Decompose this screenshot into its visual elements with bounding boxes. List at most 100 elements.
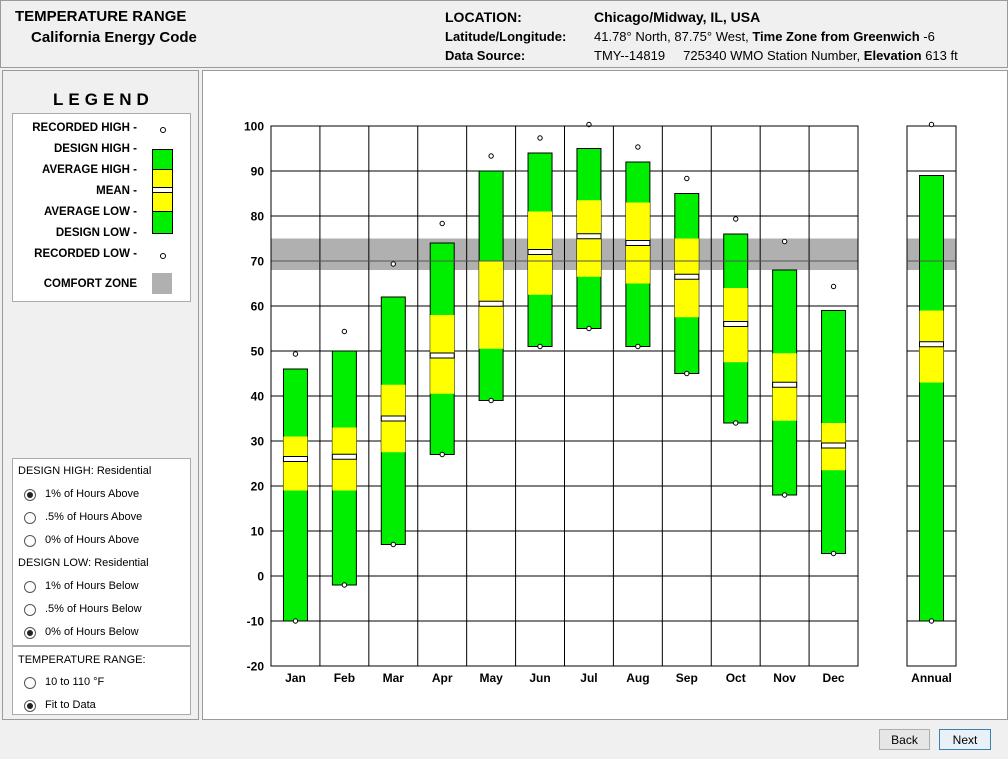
- datasource-label: Data Source:: [445, 48, 526, 63]
- x-tick-label: Oct: [726, 671, 746, 685]
- bar-feb-recorded-high-point: [341, 328, 348, 335]
- page-subtitle: California Energy Code: [31, 29, 197, 46]
- location-label: LOCATION:: [445, 9, 522, 25]
- bar-jun-recorded-high-point: [537, 135, 543, 141]
- timezone-label: Time Zone from Greenwich: [752, 29, 920, 44]
- bar-dec-recorded-low-point: [830, 550, 837, 557]
- bar-jan-average-range-bar: [283, 436, 308, 491]
- legend-design-high: DESIGN HIGH -: [53, 143, 137, 155]
- datasource-line: TMY--14819 725340 WMO Station Number, El…: [594, 48, 958, 63]
- design-low-radio-3[interactable]: [24, 627, 36, 639]
- x-tick-label: Feb: [334, 671, 355, 685]
- legend-recorded-low: RECORDED LOW -: [34, 248, 137, 260]
- bar-nov-recorded-low-point: [781, 492, 788, 498]
- bar-jan-design-range-bar: [282, 368, 308, 622]
- legend-mean-mark: [153, 187, 172, 193]
- temp-range-option-1[interactable]: 10 to 110 °F: [45, 676, 105, 688]
- bar-oct-recorded-high-point: [733, 216, 739, 222]
- y-tick-label: 90: [251, 165, 265, 179]
- design-low-option-1[interactable]: 1% of Hours Below: [45, 580, 139, 592]
- bar-sep-mean-mark: [674, 273, 700, 280]
- legend-average-low: AVERAGE LOW -: [43, 206, 137, 218]
- elevation-value: 613 ft: [925, 48, 958, 63]
- y-tick-label: -20: [247, 660, 265, 674]
- datasource-value: TMY--14819: [594, 48, 666, 63]
- y-tick-label: 20: [251, 480, 265, 494]
- legend-recorded-low-dot: [160, 253, 166, 259]
- wmo-value: 725340 WMO Station Number,: [683, 48, 861, 63]
- bar-apr-recorded-low-point: [439, 451, 445, 458]
- design-low-radio-2[interactable]: [24, 604, 36, 616]
- bar-dec-recorded-high-point: [830, 283, 837, 290]
- bar-annual-recorded-low-point: [928, 618, 935, 624]
- legend-average-high: AVERAGE HIGH -: [42, 164, 137, 176]
- y-tick-label: 50: [251, 345, 265, 359]
- x-tick-label: Jun: [529, 671, 550, 685]
- design-low-radio-1[interactable]: [24, 581, 36, 593]
- bar-jun-recorded-low-point: [537, 343, 543, 350]
- next-button[interactable]: Next: [939, 729, 991, 750]
- legend-mean: MEAN -: [96, 185, 137, 197]
- temp-range-radio-1[interactable]: [24, 677, 36, 689]
- legend-design-low: DESIGN LOW -: [55, 227, 137, 239]
- bar-jul-recorded-low-point: [586, 325, 592, 332]
- design-low-option-3[interactable]: 0% of Hours Below: [45, 626, 139, 638]
- header: TEMPERATURE RANGE California Energy Code…: [0, 0, 1008, 68]
- design-low-option-2[interactable]: .5% of Hours Below: [45, 603, 142, 615]
- bar-apr-recorded-high-point: [439, 220, 445, 227]
- y-tick-label: 10: [251, 525, 265, 539]
- design-high-radio-2[interactable]: [24, 512, 36, 524]
- bar-mar-recorded-low-point: [390, 541, 396, 548]
- bar-mar-recorded-high-point: [390, 261, 396, 267]
- design-high-radio-3[interactable]: [24, 535, 36, 547]
- temp-range-radio-2[interactable]: [24, 700, 36, 712]
- back-button[interactable]: Back: [879, 729, 930, 750]
- x-tick-label-annual: Annual: [911, 671, 952, 685]
- bar-aug-recorded-high-point: [635, 144, 641, 150]
- bar-mar-mean-mark: [380, 415, 406, 422]
- y-tick-label: 100: [244, 120, 264, 134]
- bar-may-recorded-low-point: [488, 397, 494, 404]
- design-high-option-3[interactable]: 0% of Hours Above: [45, 534, 140, 546]
- x-tick-label: Mar: [383, 671, 405, 685]
- design-high-option-2[interactable]: .5% of Hours Above: [45, 511, 143, 523]
- x-tick-label: Aug: [626, 671, 649, 685]
- temperature-range-chart: -20 -10 0 10 20 30 40 50 60 70 80 90 100 Jan Feb Mar Apr…: [244, 120, 957, 685]
- bar-annual-recorded-high-point: [928, 121, 935, 128]
- bar-apr-mean-mark: [429, 352, 455, 359]
- x-tick-label: May: [479, 671, 503, 685]
- x-tick-label: Sep: [676, 671, 698, 685]
- bar-may-mean-mark: [478, 300, 504, 307]
- y-tick-label: -10: [247, 615, 265, 629]
- bar-annual-design-range-bar: [919, 175, 944, 622]
- design-high-radio-1[interactable]: [24, 489, 36, 501]
- y-tick-label: 70: [251, 255, 265, 269]
- bar-jan-recorded-high-point: [292, 351, 299, 357]
- bar-jan-mean-mark: [282, 456, 308, 462]
- x-tick-label: Nov: [773, 671, 796, 685]
- x-tick-label: Apr: [432, 671, 453, 685]
- bar-nov-recorded-high-point: [781, 238, 788, 245]
- timezone-value: -6: [923, 29, 935, 44]
- bar-jun-mean-mark: [527, 249, 553, 255]
- chart-panel: -20 -10 0 10 20 30 40 50 60 70 80 90 100 Jan Feb Mar Apr…: [202, 70, 1008, 720]
- bar-may-recorded-high-point: [488, 153, 494, 159]
- left-panel: LEGEND RECORDED HIGH - DESIGN HIGH - AVE…: [2, 70, 199, 720]
- latlon-label: Latitude/Longitude:: [445, 29, 567, 44]
- latlon-value: 41.78° North, 87.75° West,: [594, 29, 749, 44]
- design-high-heading: DESIGN HIGH: Residential: [18, 465, 152, 477]
- x-tick-label: Jan: [285, 671, 306, 685]
- latlon-line: 41.78° North, 87.75° West, Time Zone fro…: [594, 29, 935, 44]
- page-title: TEMPERATURE RANGE: [15, 8, 187, 25]
- x-tick-label: Dec: [823, 671, 845, 685]
- bar-dec-mean-mark: [821, 442, 847, 449]
- temp-range-option-2[interactable]: Fit to Data: [45, 699, 96, 711]
- bar-aug-recorded-low-point: [635, 343, 641, 350]
- y-tick-label: 0: [257, 570, 264, 584]
- legend-recorded-high: RECORDED HIGH -: [32, 122, 137, 134]
- bar-feb-recorded-low-point: [341, 582, 348, 588]
- legend-comfort-swatch: [152, 273, 172, 294]
- bar-oct-mean-mark: [723, 321, 749, 327]
- bar-jan-recorded-low-point: [292, 618, 299, 624]
- design-high-option-1[interactable]: 1% of Hours Above: [45, 488, 140, 500]
